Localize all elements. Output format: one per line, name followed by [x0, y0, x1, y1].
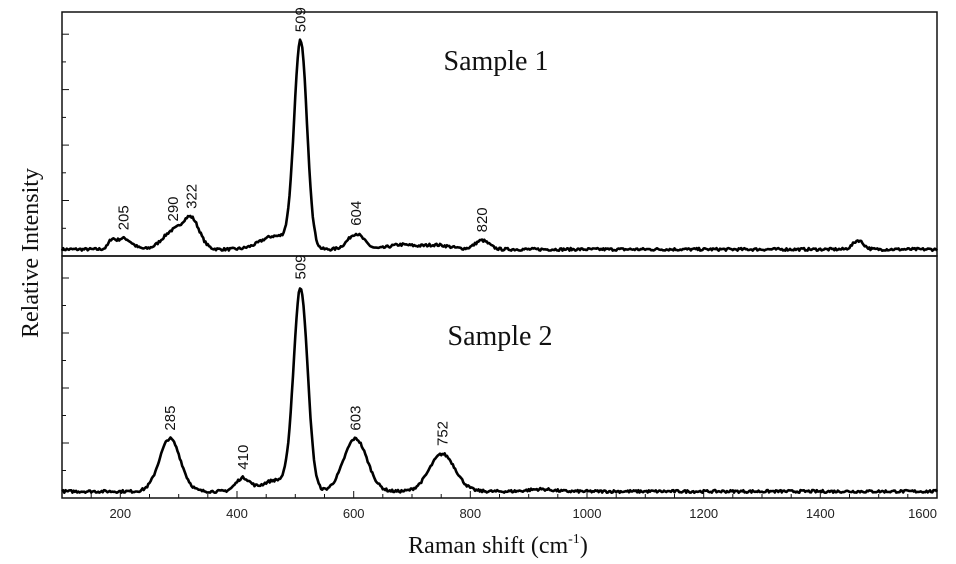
- peak-label-1-820: 820: [474, 207, 491, 232]
- peak-label-1-322: 322: [184, 184, 201, 209]
- panel-title-sample-2: Sample 2: [448, 321, 553, 352]
- x-tick-label-600: 600: [343, 506, 365, 521]
- x-tick-label-1200: 1200: [689, 506, 718, 521]
- x-tick-label-200: 200: [109, 506, 131, 521]
- x-tick-labels: 200 400 600 800 1000 1200 1400 1600: [109, 506, 937, 521]
- y-axis-title: Relative Intensity: [18, 168, 44, 338]
- panel-title-sample-1: Sample 1: [444, 46, 549, 77]
- x-tick-label-800: 800: [459, 506, 481, 521]
- peak-label-2-603: 603: [347, 406, 364, 431]
- peak-label-2-410: 410: [235, 445, 252, 470]
- series-line-sample-1: [60, 38, 938, 252]
- x-axis-title-close: ): [580, 533, 588, 559]
- peak-label-1-509: 509: [293, 7, 310, 32]
- peak-label-1-290: 290: [165, 196, 182, 221]
- x-tick-label-1600: 1600: [908, 506, 937, 521]
- x-axis-title-main: Raman shift (cm: [408, 533, 568, 559]
- peak-label-1-604: 604: [348, 201, 365, 226]
- series-line-sample-2: [61, 287, 939, 494]
- peak-label-2-752: 752: [434, 421, 451, 446]
- peak-label-2-509: 509: [293, 254, 310, 279]
- x-tick-label-1400: 1400: [806, 506, 835, 521]
- panel-bottom-frame: [61, 255, 938, 499]
- peak-label-2-285: 285: [162, 406, 179, 431]
- axis-ticks: [61, 33, 938, 498]
- peak-label-1-205: 205: [115, 205, 132, 230]
- x-axis-title: Raman shift (cm-1): [408, 532, 588, 559]
- x-tick-label-1000: 1000: [573, 506, 602, 521]
- x-tick-label-400: 400: [226, 506, 248, 521]
- x-axis-title-sup: -1: [568, 532, 580, 547]
